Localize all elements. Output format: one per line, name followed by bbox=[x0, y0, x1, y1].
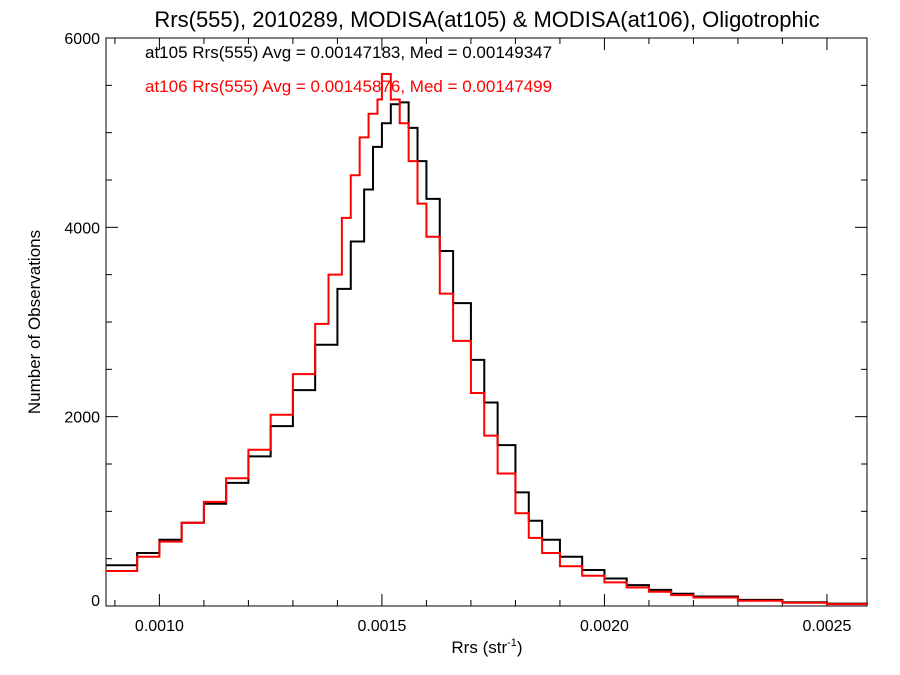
axis-tick-labels: 0.0010 0.0015 0.0020 0.0025 0 2000 4000 6000 bbox=[64, 31, 851, 635]
series-line-1 bbox=[106, 72, 868, 606]
y-tick-label: 6000 bbox=[64, 31, 100, 48]
x-tick-label: 0.0015 bbox=[357, 618, 406, 635]
legend-entry-at105: at105 Rrs(555) Avg = 0.00147183, Med = 0… bbox=[145, 43, 552, 62]
x-tick-label: 0.0010 bbox=[135, 618, 184, 635]
y-axis-label: Number of Observations bbox=[25, 230, 44, 414]
y-tick-label: 4000 bbox=[64, 220, 100, 237]
series-layer bbox=[106, 72, 868, 606]
y-tick-label: 2000 bbox=[64, 410, 100, 427]
axis-ticks bbox=[106, 37, 867, 607]
plot-frame bbox=[105, 37, 868, 607]
series-line-0 bbox=[106, 101, 868, 605]
chart-title: Rrs(555), 2010289, MODISA(at105) & MODIS… bbox=[154, 7, 819, 32]
y-tick-label: 0 bbox=[91, 593, 100, 610]
x-tick-label: 0.0025 bbox=[802, 618, 851, 635]
legend-entry-at106: at106 Rrs(555) Avg = 0.00145876, Med = 0… bbox=[145, 77, 552, 96]
x-tick-label: 0.0020 bbox=[580, 618, 629, 635]
x-axis-label: Rrs (str-1) bbox=[451, 637, 522, 657]
